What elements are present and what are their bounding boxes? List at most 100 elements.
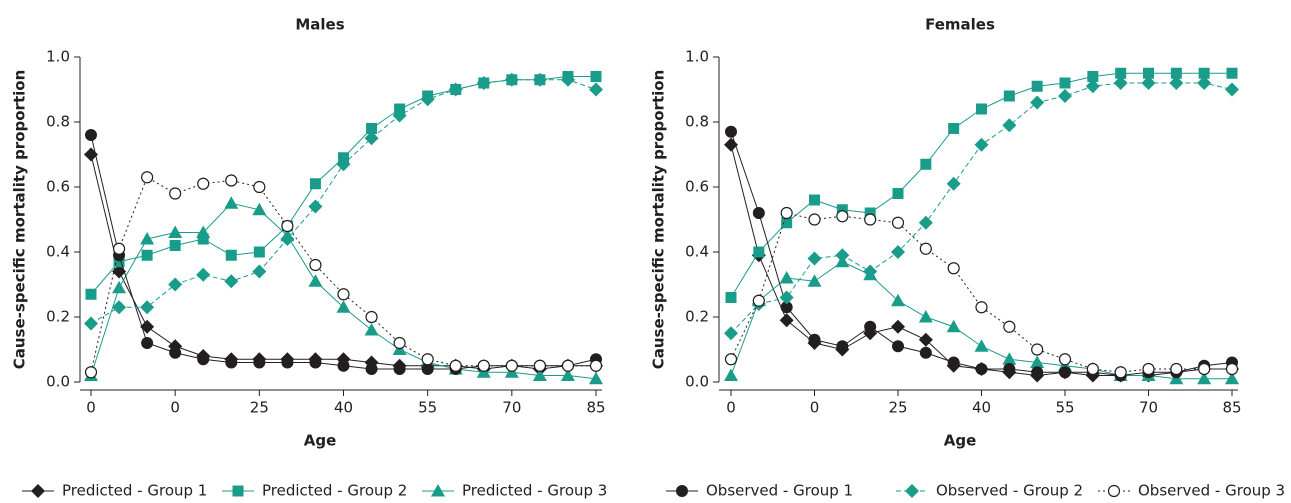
marker-open-circle [1198,362,1211,376]
marker-triangle [589,371,603,385]
y-tick-label: 0.6 [46,178,70,196]
marker-square [232,485,244,497]
marker-circle [836,340,849,353]
marker-open-circle [533,359,546,372]
marker-diamond [974,137,989,152]
marker-diamond [252,264,267,279]
marker-square [113,256,125,268]
series-line [90,76,596,295]
marker-circle [393,363,406,375]
series-line [90,154,596,370]
marker-triangle [1030,355,1045,368]
marker-diamond [724,326,738,341]
y-axis-label: Cause-specific mortality proportion [11,70,29,370]
marker-triangle [168,225,183,238]
marker-open-circle [864,213,877,226]
x-axis-label: Age [944,432,977,450]
marker-square [725,292,737,303]
marker-triangle [560,368,575,381]
marker-diamond [1225,82,1239,97]
marker-square [836,204,848,216]
marker-circle [947,356,960,369]
marker-open-circle [589,359,603,372]
marker-open-circle [1170,362,1183,376]
marker-triangle [779,271,794,284]
x-tick-label: 0 [170,399,180,417]
chart-title: Females [925,16,995,34]
marker-diamond [31,484,45,498]
marker-open-circle [421,353,434,366]
series-line [730,82,1233,334]
marker-square [809,194,820,206]
marker-square [366,123,378,134]
marker-open-circle [1142,362,1155,376]
marker-circle [421,363,434,375]
legend-label: Observed - Group 3 [1138,482,1285,500]
marker-open-circle [975,301,988,314]
marker-circle [892,340,904,353]
marker-square [781,217,793,229]
marker-diamond [807,251,822,266]
marker-triangle [807,274,822,287]
marker-open-circle [808,213,821,226]
marker-circle [365,363,378,375]
marker-diamond [196,267,211,282]
x-tick-label: 40 [972,399,991,417]
marker-square [1003,90,1015,102]
marker-open-circle [253,180,266,194]
marker-diamond [112,300,127,315]
chart-title: Males [295,16,344,34]
marker-diamond [336,157,351,172]
x-tick-label: 85 [586,399,605,417]
marker-triangle [1002,352,1017,365]
marker-diamond [224,274,239,289]
marker-diamond [835,248,850,263]
marker-diamond [280,232,295,246]
marker-square [920,158,932,170]
marker-square [892,188,904,199]
marker-diamond [589,82,603,97]
marker-square [169,240,181,251]
marker-diamond [1085,79,1100,94]
marker-open-circle [1031,343,1044,356]
marker-square [1031,80,1043,92]
marker-square [1115,67,1127,79]
legend-label: Predicted - Group 1 [62,482,207,500]
marker-circle [197,353,210,366]
marker-square [864,207,876,219]
marker-open-circle [281,219,294,233]
y-axis-label: Cause-specific mortality proportion [650,70,668,370]
y-tick-label: 0.6 [685,178,709,196]
marker-triangle [140,232,155,245]
marker-diamond [140,319,155,334]
marker-circle [141,337,154,349]
marker-diamond [112,264,127,279]
marker-diamond [420,92,435,107]
x-tick-label: 40 [334,399,353,417]
marker-circle [676,485,688,497]
marker-circle [780,301,793,314]
legend-label: Observed - Group 2 [936,482,1083,500]
marker-open-circle [724,353,738,366]
marker-diamond [905,484,919,498]
marker-diamond [140,300,155,315]
marker-triangle [336,300,351,313]
marker-diamond [364,131,379,146]
marker-open-circle [393,336,406,350]
x-tick-label: 70 [502,399,521,417]
y-tick-label: 0.4 [46,243,70,261]
marker-open-circle [169,187,182,200]
marker-open-circle [780,206,793,220]
legend-label: Observed - Group 1 [706,482,853,500]
marker-square [948,123,960,134]
marker-circle [309,356,322,369]
marker-open-circle [919,242,932,255]
marker-circle [337,359,350,372]
marker-square [85,288,97,300]
marker-open-circle [365,310,378,324]
marker-triangle [918,310,933,323]
marker-triangle [431,484,445,497]
marker-triangle [308,274,323,287]
marker-diamond [918,215,933,230]
